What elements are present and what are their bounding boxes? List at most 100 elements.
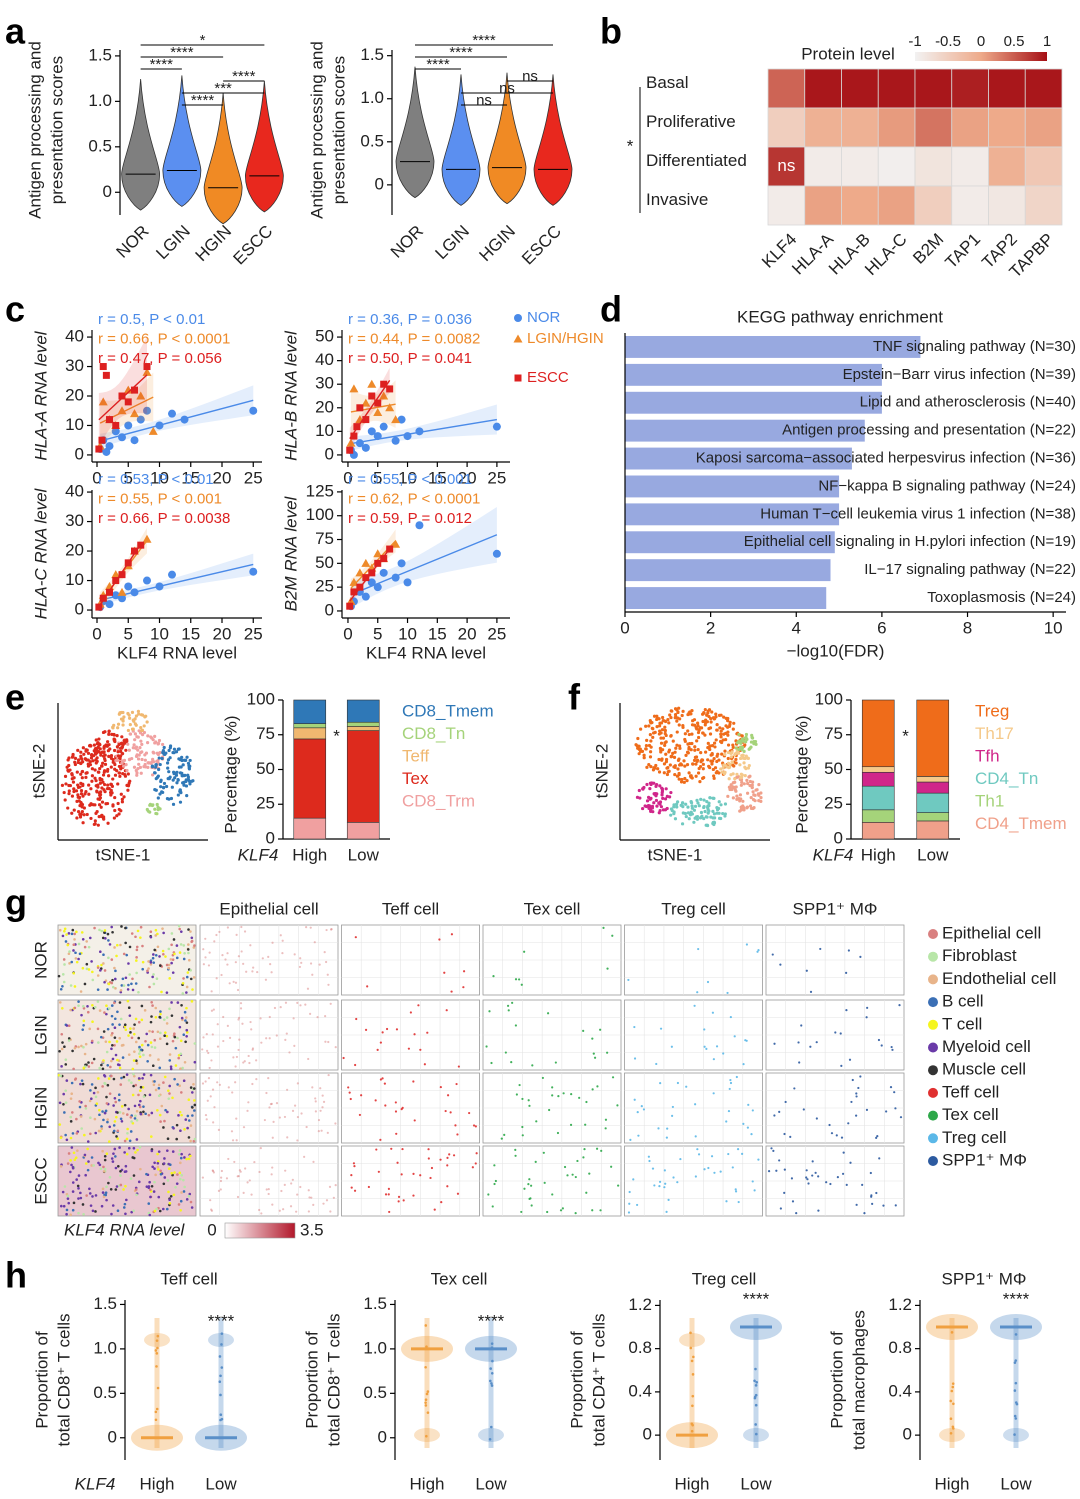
tissue-cell	[96, 1090, 100, 1094]
tissue-cell	[130, 1120, 133, 1123]
embedding-point	[714, 712, 718, 716]
embedding-point	[664, 733, 668, 738]
tissue-cell	[152, 1083, 156, 1087]
point	[130, 588, 139, 597]
tissue-cell	[118, 1146, 121, 1149]
spatial-cell	[676, 1181, 679, 1184]
spatial-cell	[253, 1160, 256, 1164]
colorbar-tick-label: 1	[1043, 33, 1051, 50]
tissue-cell	[118, 1111, 122, 1114]
spatial-cell	[562, 1092, 565, 1095]
violin-point	[154, 1410, 158, 1414]
embedding-point	[680, 801, 685, 805]
embedding-point	[79, 789, 84, 793]
embedding-point	[663, 725, 667, 729]
violin-point	[218, 1380, 222, 1384]
tissue-cell	[90, 1061, 94, 1065]
embedding-point	[154, 762, 158, 767]
bar-segment	[861, 699, 895, 768]
heatmap-cell	[767, 68, 806, 109]
embedding-point	[714, 738, 718, 742]
panel-letter: b	[600, 11, 622, 52]
tissue-cell	[61, 1041, 64, 1044]
heatmap-cell	[951, 68, 989, 109]
spatial-cell	[271, 1136, 274, 1139]
spatial-cell	[322, 1202, 325, 1205]
spatial-cell	[707, 1166, 710, 1170]
embedding-point	[106, 783, 110, 787]
spatial-cell	[642, 1108, 646, 1111]
embedding-point	[659, 805, 664, 809]
tissue-cell	[60, 1047, 64, 1051]
embedding-x-label: tSNE-1	[96, 845, 151, 864]
embedding-point	[710, 710, 714, 714]
tissue-cell	[101, 1187, 105, 1191]
spatial-cell	[279, 1006, 282, 1009]
embedding-point	[186, 773, 190, 777]
row-label: Differentiated	[646, 151, 747, 170]
tissue-cell	[176, 1001, 180, 1004]
embedding-point	[701, 731, 705, 735]
point	[142, 367, 152, 376]
tissue-cell	[158, 1015, 162, 1019]
tissue-cell	[73, 1046, 77, 1050]
tissue-cell	[178, 927, 181, 931]
tissue-cell	[190, 940, 193, 944]
tissue-cell	[123, 1170, 127, 1173]
tissue-cell	[93, 1005, 97, 1009]
tissue-cell	[124, 976, 128, 980]
tissue-cell	[140, 1004, 144, 1008]
embedding-point	[75, 816, 79, 820]
embedding-point	[112, 748, 117, 753]
significance-label: *	[200, 32, 206, 49]
spatial-cell	[793, 1087, 796, 1090]
tissue-cell	[84, 1173, 87, 1177]
embedding-point	[89, 753, 94, 757]
tissue-cell	[130, 932, 134, 935]
tissue-cell	[98, 1163, 102, 1167]
tissue-cell	[101, 1110, 104, 1113]
tissue-cell	[71, 928, 75, 932]
embedding-point	[661, 736, 666, 740]
embedding-point	[156, 808, 160, 812]
tissue-cell	[64, 1133, 67, 1137]
embedding-point	[96, 749, 101, 754]
bar-segment	[346, 726, 380, 731]
embedding-point	[109, 756, 114, 760]
embedding-point	[116, 722, 121, 726]
spatial-cell	[857, 1086, 860, 1090]
tissue-cell	[179, 1208, 182, 1212]
violin-body	[478, 1428, 504, 1442]
spatial-cell	[258, 1170, 261, 1174]
tissue-cell	[190, 1000, 194, 1003]
spatial-cell	[419, 1048, 422, 1051]
regression-line	[99, 563, 254, 601]
embedding-point	[675, 743, 679, 747]
tissue-cell	[125, 1113, 129, 1116]
legend-label: LGIN/HGIN	[527, 330, 604, 347]
spatial-cell	[454, 1124, 457, 1127]
embedding-point	[173, 771, 177, 775]
embedding-point	[139, 725, 143, 730]
tissue-cell	[157, 1086, 161, 1090]
tissue-cell	[167, 1162, 170, 1166]
tissue-cell	[123, 1202, 127, 1206]
column-label: TAP1	[942, 230, 985, 273]
x-tick-label: High	[861, 845, 896, 864]
point	[168, 409, 176, 418]
tissue-cell	[146, 1043, 150, 1047]
y-tick-label: 75	[824, 724, 843, 743]
tissue-cell	[92, 1057, 96, 1061]
spatial-cell	[216, 1045, 220, 1048]
bar-label: Human T−cell leukemia virus 1 infection …	[760, 505, 1076, 522]
violin-point	[690, 1429, 694, 1433]
tissue-cell	[179, 943, 183, 946]
spatial-cell	[271, 941, 274, 944]
colorbar-label: KLF4 RNA level	[64, 1220, 186, 1239]
tissue-cell	[70, 1146, 74, 1149]
violin-point	[950, 1331, 954, 1334]
y-tick-label: 100	[815, 689, 843, 708]
spatial-cell	[358, 1113, 362, 1117]
spatial-cell	[633, 1025, 636, 1029]
spatial-cell	[703, 1168, 706, 1171]
